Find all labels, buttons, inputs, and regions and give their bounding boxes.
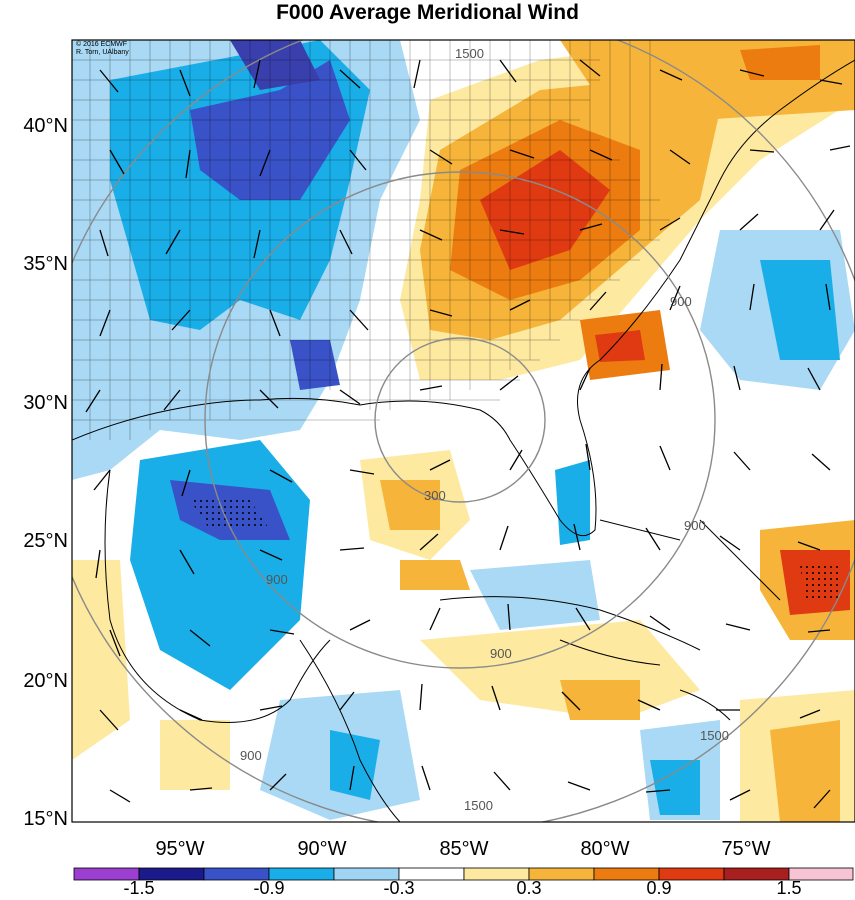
shaded-field: [72, 40, 855, 822]
contour-label: 900: [490, 646, 512, 661]
colorbar-tick: -0.9: [253, 878, 285, 898]
map-title: F000 Average Meridional Wind: [276, 1, 579, 24]
colorbar-tick: 0.3: [516, 878, 542, 898]
county-borders: [72, 40, 670, 440]
credit-line: R. Torn, UAlbany: [76, 49, 129, 56]
copyright-credit: © 2016 ECMWF R. Torn, UAlbany: [76, 41, 129, 57]
map-frame: [71, 39, 855, 823]
colorbar-tick: -1.5: [123, 878, 155, 898]
lat-label: 15°N: [23, 808, 68, 830]
colorbar: [73, 867, 854, 881]
lon-label: 75°W: [721, 838, 771, 860]
lon-label: 95°W: [155, 838, 205, 860]
contour-label: 300: [424, 488, 446, 503]
lat-label: 20°N: [23, 670, 68, 692]
contour-label: 1500: [464, 798, 493, 813]
wind-barbs: [85, 59, 851, 809]
lon-label: 80°W: [580, 838, 630, 860]
lon-label: 90°W: [297, 838, 347, 860]
contour-label: 1500: [700, 728, 729, 743]
lat-label: 30°N: [23, 392, 68, 414]
contour-label: 1500: [455, 46, 484, 61]
range-rings: [72, 40, 855, 822]
coastlines: [72, 59, 855, 822]
colorbar-tick: -0.3: [383, 878, 415, 898]
lat-label: 25°N: [23, 530, 68, 552]
colorbar-tick: 1.5: [776, 878, 802, 898]
colorbar-tick: 0.9: [646, 878, 672, 898]
contour-labels: 300 900 900 900 1500 1500 1500 900 900: [240, 46, 729, 813]
contour-label: 900: [670, 294, 692, 309]
credit-line: © 2016 ECMWF: [76, 41, 128, 48]
lat-label: 40°N: [23, 115, 68, 137]
lat-label: 35°N: [23, 253, 68, 275]
contour-label: 900: [240, 748, 262, 763]
contour-label: 900: [266, 572, 288, 587]
lon-label: 85°W: [439, 838, 489, 860]
contour-label: 900: [684, 518, 706, 533]
